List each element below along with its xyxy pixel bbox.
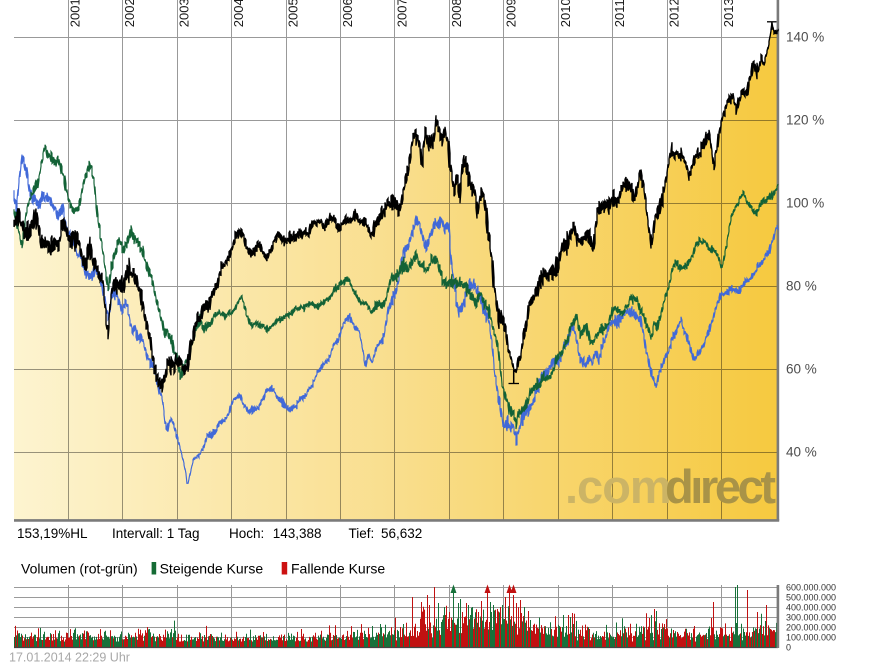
svg-text:2003: 2003: [177, 0, 192, 27]
svg-text:100 %: 100 %: [786, 196, 824, 211]
svg-text:56,632: 56,632: [381, 526, 422, 541]
svg-text:2001: 2001: [68, 0, 83, 27]
svg-text:Volumen (rot-grün): Volumen (rot-grün): [21, 561, 138, 577]
svg-text:Fallende Kurse: Fallende Kurse: [291, 561, 385, 577]
svg-text:Steigende Kurse: Steigende Kurse: [160, 561, 264, 577]
svg-text:2004: 2004: [231, 0, 246, 27]
svg-text:40 %: 40 %: [786, 445, 817, 460]
svg-text:300.000.000: 300.000.000: [786, 613, 836, 623]
svg-text:2010: 2010: [558, 0, 573, 27]
svg-text:2008: 2008: [449, 0, 464, 27]
svg-text:17.01.2014 22:29 Uhr: 17.01.2014 22:29 Uhr: [9, 651, 130, 665]
svg-text:100.000.000: 100.000.000: [786, 633, 836, 643]
svg-text:2009: 2009: [503, 0, 518, 27]
svg-text:140 %: 140 %: [786, 30, 824, 45]
svg-text:2013: 2013: [721, 0, 736, 27]
svg-text:400.000.000: 400.000.000: [786, 603, 836, 613]
svg-text:2005: 2005: [286, 0, 301, 27]
svg-text:80 %: 80 %: [786, 279, 817, 294]
svg-text:2006: 2006: [340, 0, 355, 27]
svg-text:60 %: 60 %: [786, 362, 817, 377]
svg-text:Intervall: 1 Tag: Intervall: 1 Tag: [112, 526, 200, 541]
svg-text:Tief:: Tief:: [349, 526, 375, 541]
svg-text:2007: 2007: [394, 0, 409, 27]
svg-text:dırect: dırect: [665, 460, 776, 513]
svg-text:0: 0: [786, 643, 791, 653]
svg-text:500.000.000: 500.000.000: [786, 593, 836, 603]
svg-text:120 %: 120 %: [786, 113, 824, 128]
svg-text:153,19%HL: 153,19%HL: [17, 526, 88, 541]
svg-text:143,388: 143,388: [273, 526, 322, 541]
svg-text:2011: 2011: [612, 0, 627, 27]
svg-text:200.000.000: 200.000.000: [786, 623, 836, 633]
svg-text:2012: 2012: [667, 0, 682, 27]
svg-text:Hoch:: Hoch:: [229, 526, 264, 541]
svg-text:600.000.000: 600.000.000: [786, 583, 836, 593]
svg-text:.com: .com: [565, 460, 671, 513]
svg-text:2002: 2002: [122, 0, 137, 27]
